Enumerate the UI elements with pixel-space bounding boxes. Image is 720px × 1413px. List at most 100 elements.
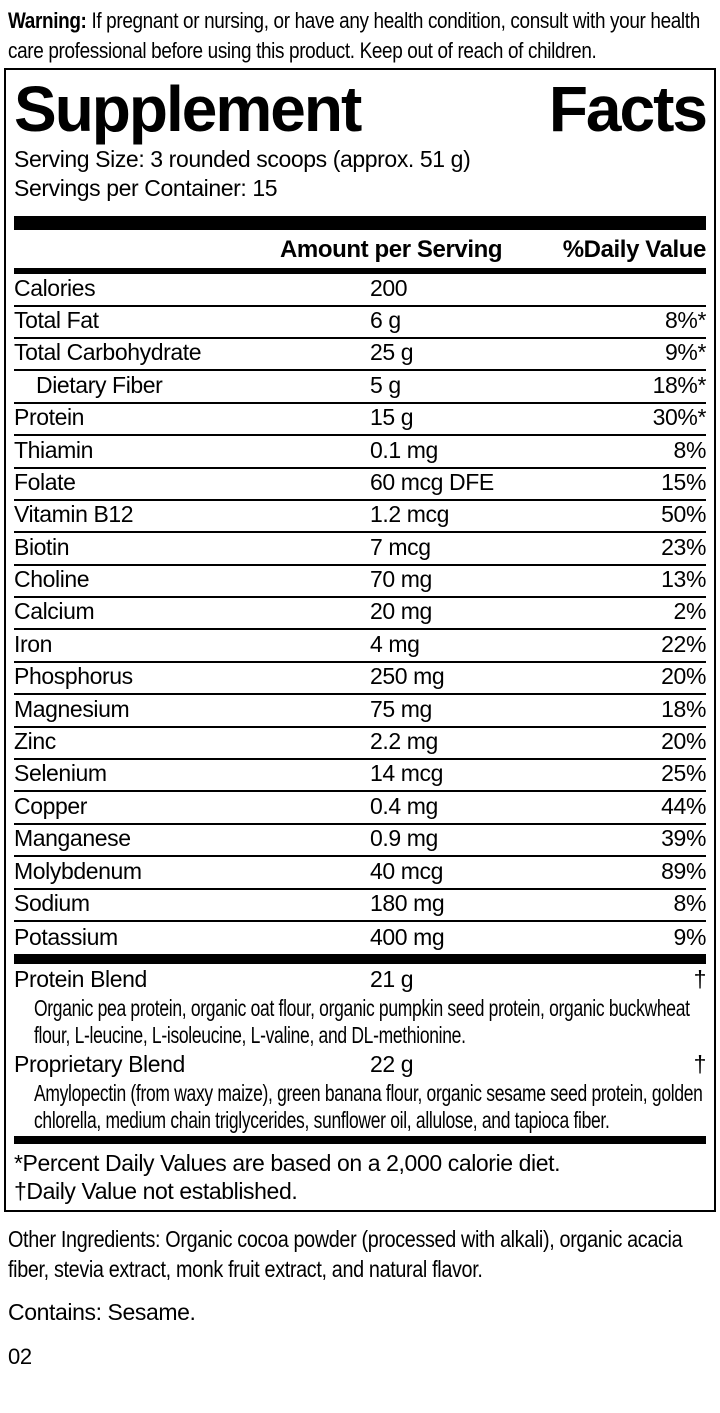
nutrient-amount: 0.4 mg xyxy=(370,792,438,819)
nutrient-amount: 0.9 mg xyxy=(370,825,438,852)
nutrient-amount: 6 g xyxy=(370,306,401,333)
page-code: 02 xyxy=(8,1344,32,1370)
nutrient-name: Zinc xyxy=(14,728,56,755)
nutrient-daily-value: 44% xyxy=(661,792,706,819)
nutrient-daily-value: 9%* xyxy=(665,339,706,366)
table-row: Potassium 400 mg 9% xyxy=(14,922,706,954)
nutrient-name: Potassium xyxy=(14,924,118,951)
contains-statement: Contains: Sesame. xyxy=(8,1299,196,1326)
blend-amount: 22 g xyxy=(370,1051,414,1078)
nutrient-daily-value: 25% xyxy=(661,760,706,787)
nutrient-name: Calories xyxy=(14,274,96,301)
nutrient-amount: 20 mg xyxy=(370,598,432,625)
nutrient-daily-value: 15% xyxy=(661,468,706,495)
blend-name: Protein Blend xyxy=(14,966,147,993)
nutrient-daily-value: 22% xyxy=(661,630,706,657)
nutrient-name: Calcium xyxy=(14,598,95,625)
other-ingredients: Other Ingredients: Organic cocoa powder … xyxy=(8,1226,683,1283)
blend-row: Proprietary Blend 22 g † xyxy=(14,1049,706,1080)
nutrient-name: Folate xyxy=(14,468,76,495)
table-row: Thiamin 0.1 mg 8% xyxy=(14,436,706,469)
nutrient-daily-value: 23% xyxy=(661,533,706,560)
nutrient-amount: 200 xyxy=(370,274,408,301)
table-row: Phosphorus 250 mg 20% xyxy=(14,663,706,696)
table-row: Sodium 180 mg 8% xyxy=(14,890,706,922)
table-row: Selenium 14 mcg 25% xyxy=(14,760,706,793)
footnote-daily-values: *Percent Daily Values are based on a 2,0… xyxy=(14,1150,561,1177)
table-row: Calories 200 xyxy=(14,274,706,307)
table-row: Vitamin B12 1.2 mcg 50% xyxy=(14,501,706,534)
nutrient-amount: 25 g xyxy=(370,339,414,366)
table-row: Total Fat 6 g 8%* xyxy=(14,307,706,339)
nutrient-amount: 7 mcg xyxy=(370,533,431,560)
nutrient-name: Total Carbohydrate xyxy=(14,339,202,366)
table-row: Dietary Fiber 5 g 18%* xyxy=(14,371,707,404)
table-row: Folate 60 mcg DFE 15% xyxy=(14,469,706,501)
nutrient-amount: 0.1 mg xyxy=(370,436,438,463)
supplement-facts-panel: Supplement Facts Serving Size: 3 rounded… xyxy=(4,68,716,1213)
nutrient-daily-value: 18%* xyxy=(652,371,707,398)
table-header: Amount per Serving %Daily Value xyxy=(14,230,706,268)
panel-title-word-2: Facts xyxy=(548,73,708,145)
divider-header xyxy=(14,268,706,275)
footnote-dv-not-established: †Daily Value not established. xyxy=(14,1178,298,1205)
servings-per-container: Servings per Container: 15 xyxy=(14,175,278,202)
warning-label: Warning: xyxy=(8,8,87,33)
nutrient-name: Protein xyxy=(14,404,85,431)
blend-description: Amylopectin (from waxy maize), green ban… xyxy=(34,1080,703,1134)
nutrient-amount: 400 mg xyxy=(370,924,445,951)
nutrient-daily-value: 9% xyxy=(673,924,707,951)
nutrient-name: Thiamin xyxy=(14,436,94,463)
nutrient-amount: 60 mcg DFE xyxy=(370,468,494,495)
table-row: Biotin 7 mcg 23% xyxy=(14,533,706,566)
blend-block: Proprietary Blend 22 g † Amylopectin (fr… xyxy=(14,1049,706,1134)
table-row: Zinc 2.2 mg 20% xyxy=(14,728,706,761)
table-row: Copper 0.4 mg 44% xyxy=(14,792,706,825)
nutrient-amount: 40 mcg xyxy=(370,857,444,884)
table-row: Manganese 0.9 mg 39% xyxy=(14,825,706,858)
panel-title-word-1: Supplement xyxy=(14,73,362,145)
nutrient-amount: 70 mg xyxy=(370,566,432,593)
nutrient-name: Total Fat xyxy=(14,306,99,333)
blend-daily-value: † xyxy=(693,1051,707,1078)
nutrient-daily-value: 2% xyxy=(673,598,707,625)
column-header-daily-value: %Daily Value xyxy=(562,236,707,264)
column-header-amount: Amount per Serving xyxy=(280,236,503,264)
nutrient-amount: 4 mg xyxy=(370,630,420,657)
blend-section: Protein Blend 21 g † Organic pea protein… xyxy=(14,964,706,1134)
blend-amount: 21 g xyxy=(370,966,414,993)
nutrient-amount: 15 g xyxy=(370,404,414,431)
table-row: Magnesium 75 mg 18% xyxy=(14,695,706,728)
nutrient-amount: 75 mg xyxy=(370,695,432,722)
nutrient-name: Magnesium xyxy=(14,695,130,722)
nutrient-name: Molybdenum xyxy=(14,857,142,884)
table-row: Calcium 20 mg 2% xyxy=(14,598,707,631)
table-row: Protein 15 g 30%* xyxy=(14,404,706,437)
footnotes: *Percent Daily Values are based on a 2,0… xyxy=(14,1144,706,1205)
nutrient-name: Manganese xyxy=(14,825,131,852)
blend-block: Protein Blend 21 g † Organic pea protein… xyxy=(14,964,706,1049)
nutrient-name: Biotin xyxy=(14,533,70,560)
nutrient-daily-value: 50% xyxy=(661,501,706,528)
nutrient-daily-value: 20% xyxy=(661,663,706,690)
divider-thick-middle xyxy=(14,954,706,965)
nutrient-daily-value: 20% xyxy=(661,728,706,755)
nutrient-daily-value: 89% xyxy=(661,857,706,884)
nutrient-table: Calories 200 Total Fat 6 g 8%* Total Car… xyxy=(14,274,706,954)
warning-text: Warning: If pregnant or nursing, or have… xyxy=(0,0,720,66)
nutrient-amount: 5 g xyxy=(370,371,401,398)
nutrient-name: Sodium xyxy=(14,890,90,916)
nutrient-amount: 2.2 mg xyxy=(370,728,438,755)
warning-body: If pregnant or nursing, or have any heal… xyxy=(8,8,700,63)
nutrient-name: Dietary Fiber xyxy=(36,371,163,398)
table-row: Total Carbohydrate 25 g 9%* xyxy=(14,339,706,372)
blend-description: Organic pea protein, organic oat flour, … xyxy=(34,995,690,1049)
nutrient-amount: 180 mg xyxy=(370,890,445,916)
nutrient-daily-value: 39% xyxy=(661,825,706,852)
divider-thick-top xyxy=(14,216,706,231)
blend-name: Proprietary Blend xyxy=(14,1051,185,1078)
nutrient-daily-value: 13% xyxy=(661,566,706,593)
panel-title: Supplement Facts xyxy=(14,70,708,145)
nutrient-daily-value: 8% xyxy=(673,890,707,916)
nutrient-amount: 14 mcg xyxy=(370,760,444,787)
